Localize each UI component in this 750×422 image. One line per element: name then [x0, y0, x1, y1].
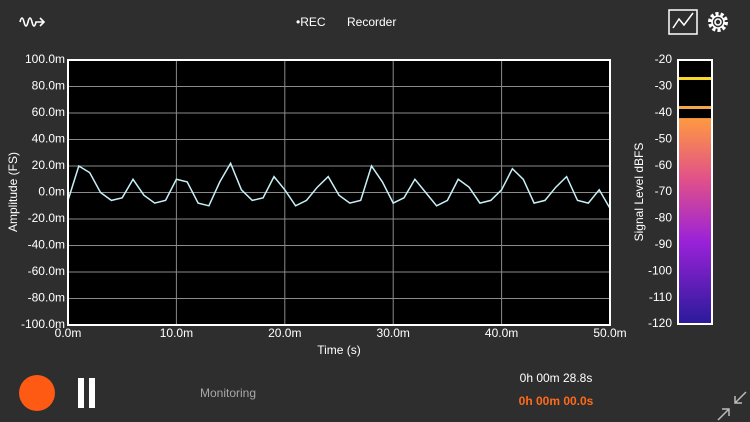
x-tick-label: 20.0m	[268, 326, 301, 340]
waveform-icon[interactable]	[19, 17, 46, 27]
y-tick-label: -100.0m	[21, 317, 65, 331]
x-tick-label: 10.0m	[160, 326, 193, 340]
meter-frame	[677, 59, 713, 325]
meter-tick-label: -90	[655, 237, 673, 251]
y-tick-label: 60.0m	[32, 105, 65, 119]
meter-tick-label: -40	[655, 105, 673, 119]
x-tick-label: 40.0m	[485, 326, 518, 340]
settings-icon[interactable]	[708, 12, 728, 32]
meter-tick-label: -100	[648, 263, 672, 277]
y-axis-label: Amplitude (FS)	[6, 152, 20, 232]
collapse-icon[interactable]	[717, 391, 747, 421]
meter-tick-label: -70	[655, 184, 673, 198]
y-tick-label: 100.0m	[25, 52, 65, 66]
y-tick-label: -40.0m	[28, 238, 65, 252]
y-tick-label: 40.0m	[32, 132, 65, 146]
meter-level	[678, 118, 712, 324]
rec-label: •REC	[296, 15, 326, 29]
waveform	[67, 161, 611, 209]
status: Monitoring	[200, 386, 256, 400]
y-tick-label: 20.0m	[32, 158, 65, 172]
y-tick-label: -20.0m	[28, 211, 65, 225]
plot-frame	[67, 59, 611, 326]
meter-tick-label: -120	[648, 316, 672, 330]
meter-tick-label: -30	[655, 79, 673, 93]
y-tick-label: 80.0m	[32, 79, 65, 93]
pause-button[interactable]	[78, 378, 95, 408]
record-button[interactable]	[19, 375, 55, 411]
x-tick-label: 30.0m	[377, 326, 410, 340]
y-tick-label: -60.0m	[28, 264, 65, 278]
x-tick-label: 50.0m	[593, 326, 626, 340]
meter-tick-label: -80	[655, 211, 673, 225]
meter-tick-label: -50	[655, 131, 673, 145]
elapsed: 0h 00m 28.8s	[520, 371, 593, 385]
title: Recorder	[347, 15, 396, 29]
meter-label: Signal Level dBFS	[632, 143, 646, 242]
x-axis-label: Time (s)	[317, 343, 361, 357]
timer: 0h 00m 00.0s	[519, 394, 594, 408]
meter-tick-label: -60	[655, 158, 673, 172]
x-tick-label: 0.0m	[55, 326, 82, 340]
meter-tick-label: -20	[655, 52, 673, 66]
meter-tick-label: -110	[649, 290, 672, 304]
y-tick-label: -80.0m	[28, 291, 65, 305]
y-tick-label: 0.0m	[38, 185, 65, 199]
chart-icon[interactable]	[668, 9, 698, 35]
